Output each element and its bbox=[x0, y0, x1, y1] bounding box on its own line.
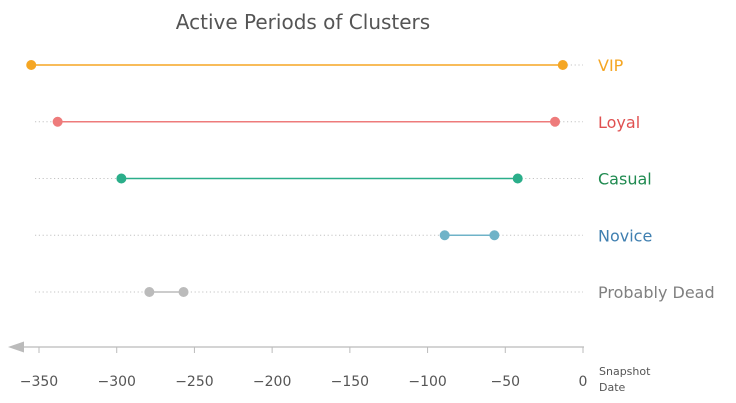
cluster-label-casual: Casual bbox=[598, 170, 652, 189]
x-axis-arrow-icon bbox=[8, 341, 24, 353]
cluster-label-probably-dead: Probably Dead bbox=[598, 283, 715, 302]
start-point-casual bbox=[116, 173, 127, 184]
x-tick-label-0: −350 bbox=[20, 374, 58, 390]
x-axis: −350 −300 −250 −200 −150 −100 −50 0 bbox=[8, 341, 588, 390]
chart-title: Active Periods of Clusters bbox=[176, 10, 430, 34]
x-tick-label-5: −100 bbox=[408, 374, 446, 390]
row-probably-dead: Probably Dead bbox=[35, 283, 715, 302]
row-vip: VIP bbox=[26, 56, 624, 75]
start-point-novice bbox=[439, 230, 450, 241]
x-tick-label-3: −200 bbox=[253, 374, 291, 390]
start-point-probably-dead bbox=[144, 287, 155, 297]
cluster-label-loyal: Loyal bbox=[598, 113, 640, 132]
x-tick-label-2: −250 bbox=[175, 374, 213, 390]
row-novice: Novice bbox=[35, 226, 652, 245]
end-point-probably-dead bbox=[178, 287, 189, 297]
x-tick-label-6: −50 bbox=[491, 374, 521, 390]
plot-rows: VIP Loyal Casual Novice Probably Dead bbox=[26, 56, 715, 302]
end-point-novice bbox=[489, 230, 500, 241]
x-tick-label-1: −300 bbox=[97, 374, 135, 390]
end-point-loyal bbox=[550, 116, 561, 127]
end-point-vip bbox=[557, 60, 568, 70]
cluster-label-vip: VIP bbox=[598, 56, 624, 75]
row-casual: Casual bbox=[35, 170, 652, 189]
x-tick-label-7: 0 bbox=[579, 374, 588, 390]
row-loyal: Loyal bbox=[35, 113, 640, 132]
x-axis-ticks: −350 −300 −250 −200 −150 −100 −50 0 bbox=[20, 347, 588, 390]
x-tick-label-4: −150 bbox=[331, 374, 369, 390]
snapshot-label-line2: Date bbox=[599, 381, 626, 394]
snapshot-label-line1: Snapshot bbox=[599, 365, 651, 378]
start-point-loyal bbox=[52, 116, 63, 127]
cluster-label-novice: Novice bbox=[598, 226, 652, 245]
start-point-vip bbox=[26, 60, 37, 70]
end-point-casual bbox=[512, 173, 523, 184]
